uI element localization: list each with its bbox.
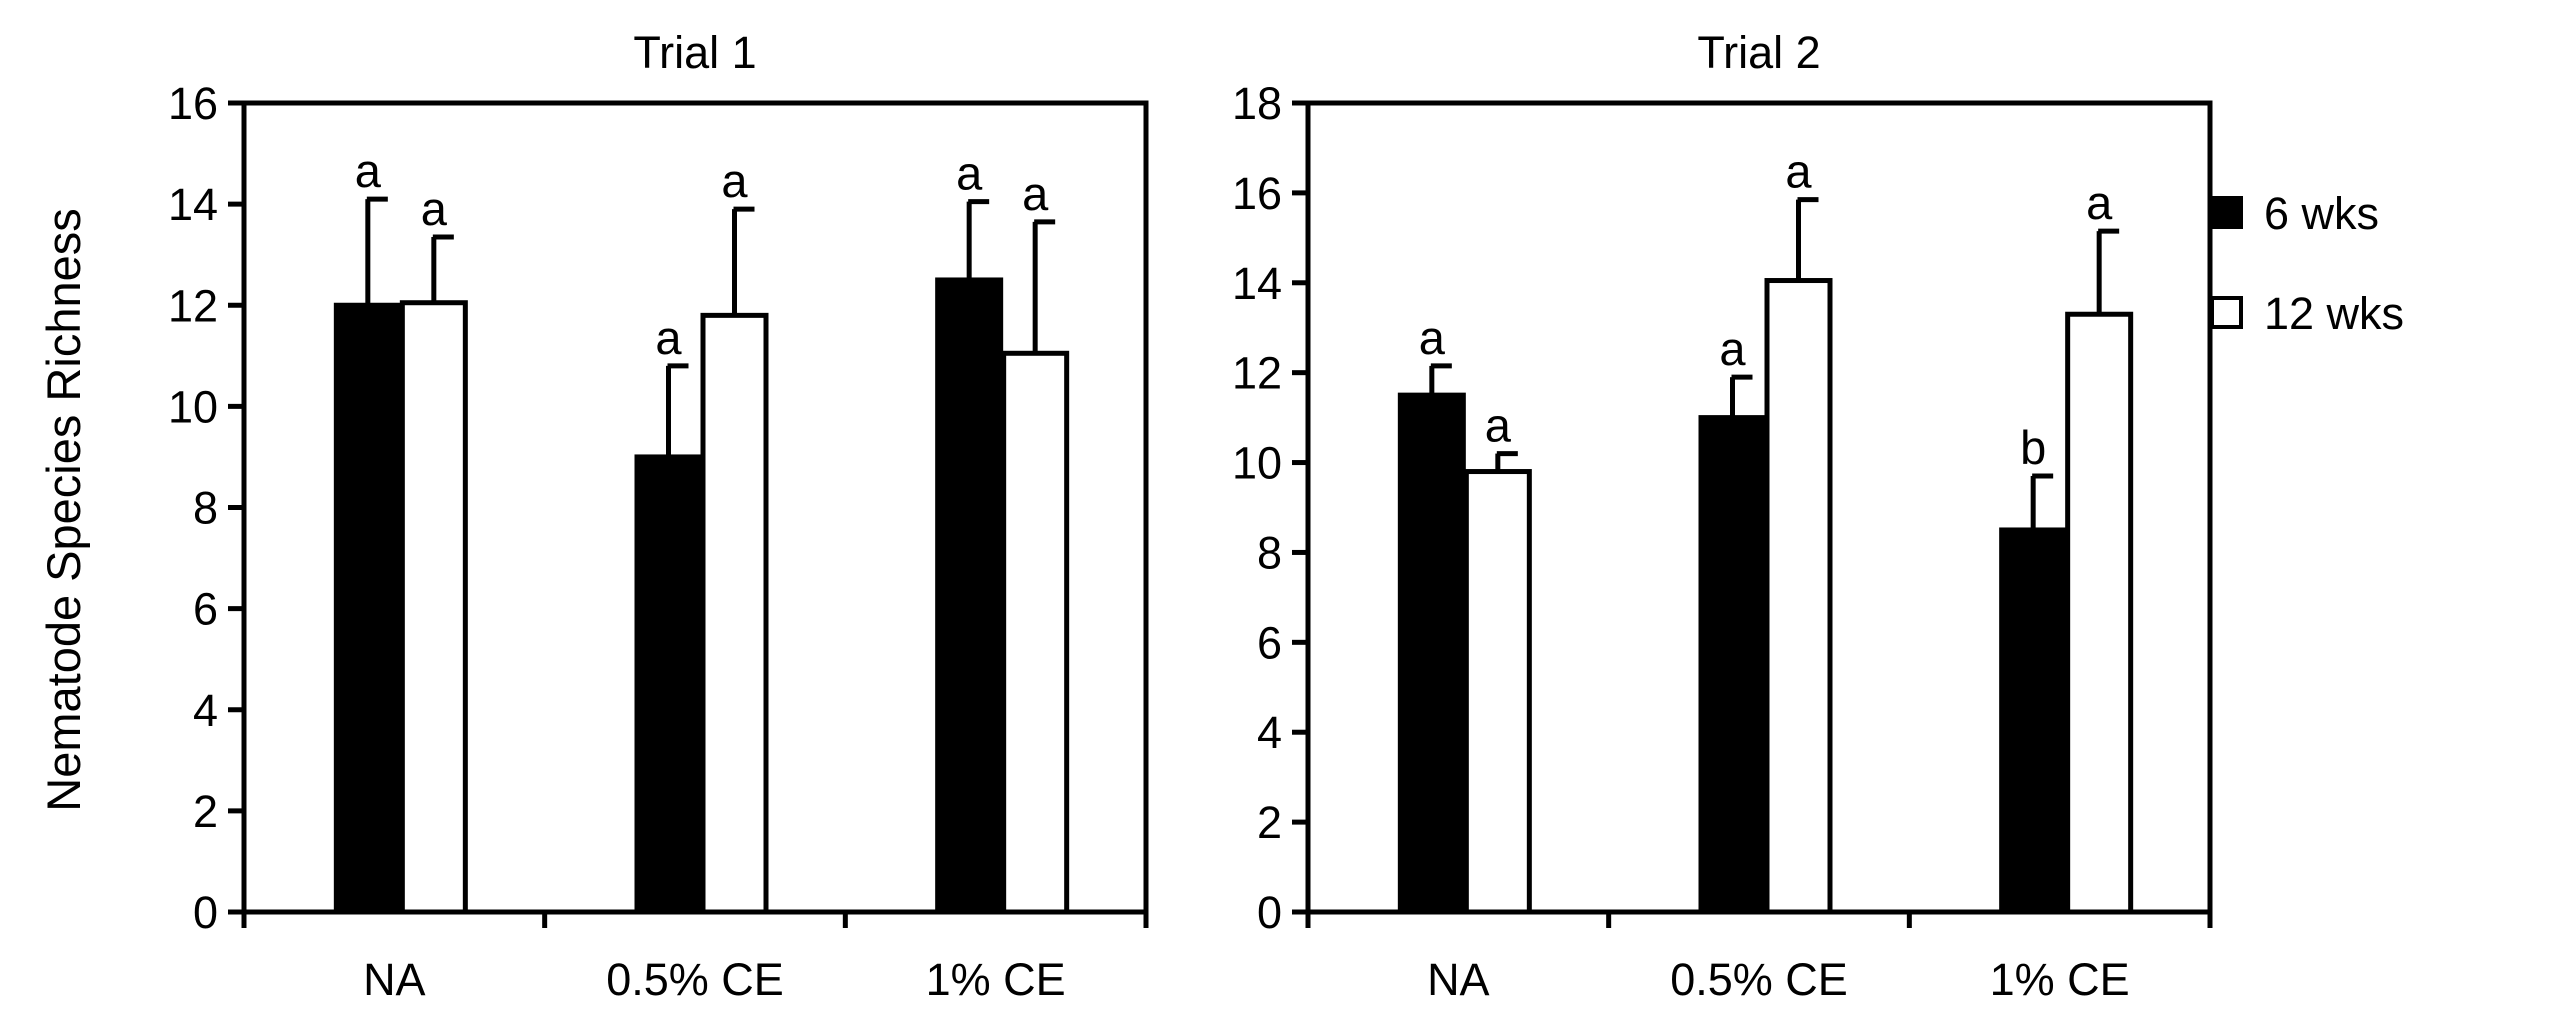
bar bbox=[700, 312, 769, 915]
bar bbox=[1397, 392, 1466, 915]
bar bbox=[935, 277, 1004, 915]
x-category-label: 0.5% CE bbox=[1670, 954, 1848, 1005]
bar bbox=[1999, 527, 2068, 915]
y-tick-label: 16 bbox=[168, 78, 218, 129]
significance-letter: a bbox=[421, 182, 448, 235]
bar bbox=[1463, 469, 1532, 915]
bar bbox=[1698, 415, 1767, 915]
bar bbox=[2065, 311, 2134, 915]
significance-letter: b bbox=[2020, 421, 2046, 474]
significance-letter: a bbox=[721, 154, 748, 207]
legend-label-6-wks: 6 wks bbox=[2264, 188, 2379, 239]
y-tick-label: 2 bbox=[193, 786, 218, 837]
significance-letter: a bbox=[1785, 145, 1812, 198]
panel-title: Trial 2 bbox=[1697, 27, 1820, 78]
x-category-label: NA bbox=[363, 954, 426, 1005]
x-category-label: NA bbox=[1427, 954, 1490, 1005]
legend-swatch-6-wks bbox=[2210, 196, 2243, 229]
y-tick-label: 0 bbox=[1257, 887, 1282, 938]
y-tick-label: 12 bbox=[168, 280, 218, 331]
significance-letter: a bbox=[1719, 322, 1746, 375]
y-tick-label: 10 bbox=[1232, 438, 1282, 489]
y-tick-label: 4 bbox=[193, 685, 218, 736]
significance-letter: a bbox=[355, 144, 382, 197]
significance-letter: a bbox=[1022, 167, 1049, 220]
y-tick-label: 18 bbox=[1232, 78, 1282, 129]
significance-letter: a bbox=[655, 311, 682, 364]
legend-label-12-wks: 12 wks bbox=[2264, 288, 2404, 339]
y-tick-label: 14 bbox=[168, 179, 218, 230]
significance-letter: a bbox=[1419, 311, 1446, 364]
bar bbox=[634, 454, 703, 915]
panel-title: Trial 1 bbox=[633, 27, 756, 78]
bar bbox=[333, 302, 402, 915]
significance-letter: a bbox=[956, 147, 983, 200]
y-tick-label: 8 bbox=[193, 483, 218, 534]
y-tick-label: 8 bbox=[1257, 527, 1282, 578]
x-category-label: 1% CE bbox=[1990, 954, 2130, 1005]
bar bbox=[1764, 278, 1833, 915]
y-axis-title: Nematode Species Richness bbox=[37, 208, 90, 811]
legend: 6 wks 12 wks bbox=[2210, 188, 2404, 339]
y-tick-label: 6 bbox=[193, 584, 218, 635]
significance-letter: a bbox=[1485, 399, 1512, 452]
legend-swatch-12-wks bbox=[2210, 296, 2243, 329]
y-tick-label: 16 bbox=[1232, 168, 1282, 219]
y-tick-label: 4 bbox=[1257, 707, 1282, 758]
y-tick-label: 2 bbox=[1257, 797, 1282, 848]
bar bbox=[399, 300, 468, 915]
y-tick-label: 0 bbox=[193, 887, 218, 938]
y-tick-label: 6 bbox=[1257, 617, 1282, 668]
y-tick-label: 12 bbox=[1232, 348, 1282, 399]
y-tick-label: 10 bbox=[168, 381, 218, 432]
bar bbox=[1001, 350, 1070, 915]
y-tick-label: 14 bbox=[1232, 258, 1282, 309]
x-category-label: 1% CE bbox=[926, 954, 1066, 1005]
significance-letter: a bbox=[2086, 176, 2113, 229]
x-category-label: 0.5% CE bbox=[606, 954, 784, 1005]
